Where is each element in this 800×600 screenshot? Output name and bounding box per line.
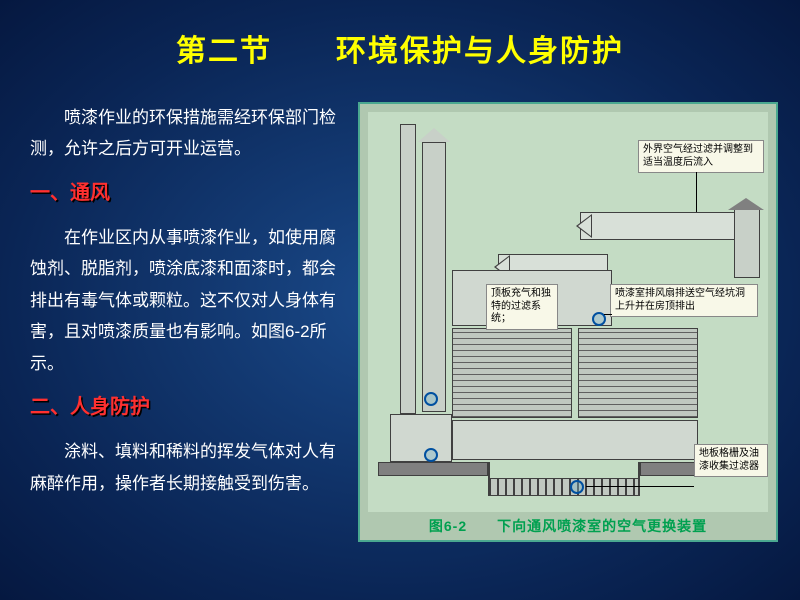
marker-2 bbox=[424, 392, 438, 406]
exhaust-stack-1 bbox=[400, 124, 416, 414]
pit-floor bbox=[488, 478, 640, 496]
callout-air-in bbox=[696, 172, 697, 212]
label-ceiling-filter: 顶板充气和独特的过滤系统； bbox=[486, 284, 558, 330]
diagram-caption: 图6-2 下向通风喷漆室的空气更换装置 bbox=[360, 516, 776, 536]
marker-3 bbox=[424, 448, 438, 462]
callout-floor-filter bbox=[586, 486, 694, 487]
section2-body: 涂料、填料和稀料的挥发气体对人有麻醉作用，操作者长期接触受到伤害。 bbox=[30, 436, 340, 499]
label-exhaust: 喷漆室排风扇排送空气经坑洞上升并在房顶排出 bbox=[610, 284, 758, 317]
inlet-duct bbox=[580, 212, 740, 240]
diagram-column: 外界空气经过滤并调整到适当温度后流入 顶板充气和独特的过滤系统； 喷漆室排风扇排… bbox=[358, 102, 778, 542]
page-title: 第二节 环境保护与人身防护 bbox=[0, 0, 800, 70]
section1-heading: 一、通风 bbox=[30, 175, 340, 212]
booth-hatched-1 bbox=[452, 328, 572, 418]
inlet-vertical bbox=[734, 208, 760, 278]
ground-left bbox=[378, 462, 488, 476]
exhaust-stack-2 bbox=[422, 142, 446, 412]
inlet-top-chevron bbox=[728, 198, 764, 210]
section1-body: 在作业区内从事喷漆作业，如使用腐蚀剂、脱脂剂，喷涂底漆和面漆时，都会排出有毒气体… bbox=[30, 222, 340, 379]
label-air-in: 外界空气经过滤并调整到适当温度后流入 bbox=[638, 140, 764, 173]
stack-base bbox=[390, 414, 452, 462]
callout-exhaust bbox=[604, 314, 612, 315]
pit-wall-left bbox=[488, 462, 490, 496]
inlet-arrow-1 bbox=[576, 214, 592, 238]
text-column: 喷漆作业的环保措施需经环保部门检测，允许之后方可开业运营。 一、通风 在作业区内… bbox=[30, 102, 340, 542]
booth-hatched-2 bbox=[578, 328, 698, 418]
content-row: 喷漆作业的环保措施需经环保部门检测，允许之后方可开业运营。 一、通风 在作业区内… bbox=[0, 70, 800, 542]
intro-paragraph: 喷漆作业的环保措施需经环保部门检测，允许之后方可开业运营。 bbox=[30, 102, 340, 165]
label-floor-filter: 地板格栅及油漆收集过滤器 bbox=[694, 444, 768, 477]
section2-heading: 二、人身防护 bbox=[30, 389, 340, 426]
stack-cap bbox=[418, 128, 450, 142]
marker-4 bbox=[570, 480, 584, 494]
diagram-frame: 外界空气经过滤并调整到适当温度后流入 顶板充气和独特的过滤系统； 喷漆室排风扇排… bbox=[358, 102, 778, 542]
booth-lower bbox=[452, 420, 698, 460]
pit-wall-right bbox=[638, 462, 640, 496]
